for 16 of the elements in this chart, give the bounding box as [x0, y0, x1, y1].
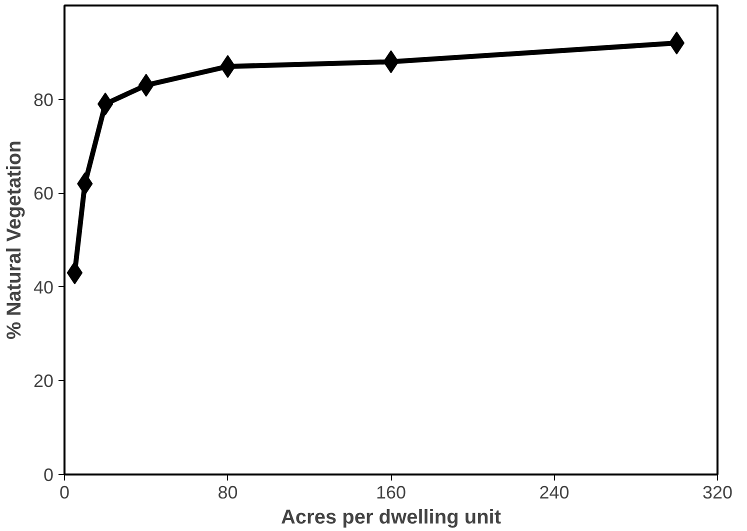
- point: [66, 261, 83, 284]
- x-tick-label: 320: [702, 482, 733, 502]
- x-tick-label: 160: [376, 482, 406, 502]
- point: [97, 92, 114, 116]
- x-axis-title: Acres per dwelling unit: [280, 506, 502, 528]
- x-tick-label: 0: [59, 482, 70, 502]
- y-axis-title: % Natural Vegetation: [3, 140, 26, 340]
- y-tick-label: 80: [33, 90, 54, 110]
- x-tick-label: 240: [539, 482, 570, 502]
- point: [668, 32, 685, 55]
- y-tick-label: 40: [33, 277, 54, 298]
- y-tick-label: 0: [43, 465, 54, 485]
- y-tick-label: 20: [33, 371, 54, 392]
- point: [220, 54, 236, 78]
- x-tick-label: 80: [218, 482, 238, 502]
- y-tick-label: 60: [33, 184, 54, 204]
